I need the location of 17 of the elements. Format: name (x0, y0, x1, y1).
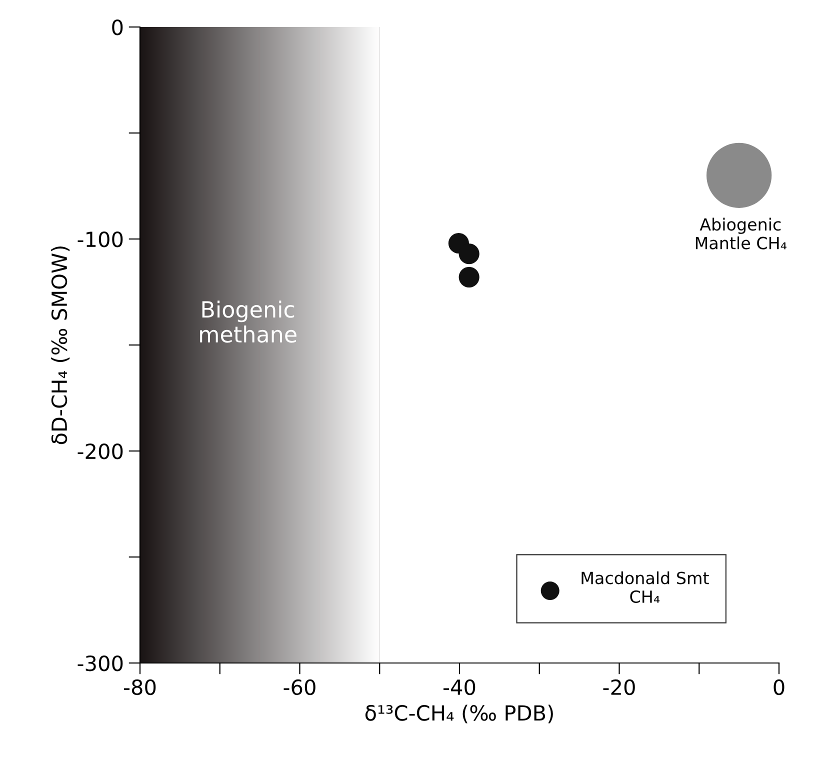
y-tick-label: 0 (112, 19, 123, 36)
point (458, 244, 480, 264)
y-tick-label: -300 (78, 655, 123, 672)
band-label: Biogenic methane (200, 300, 296, 343)
x-tick-label: -20 (603, 679, 635, 696)
point (706, 142, 772, 208)
x-tick-label: -60 (284, 679, 316, 696)
y-tick-label: -200 (78, 443, 123, 460)
y-axis-title: δD-CH₄ (‰ SMOW) (51, 246, 70, 444)
annotation: Abiogenic Mantle CH₄ (696, 218, 786, 250)
point (458, 266, 480, 288)
legend-label: Macdonald Smt CH₄ (582, 571, 709, 603)
x-tick-label: -40 (444, 679, 476, 696)
y-tick-label: -100 (78, 231, 123, 248)
x-tick-label: -80 (124, 679, 156, 696)
x-axis-title: δ¹³C-CH₄ (‰ PDB) (365, 704, 553, 724)
x-tick-label: 0 (774, 679, 784, 696)
